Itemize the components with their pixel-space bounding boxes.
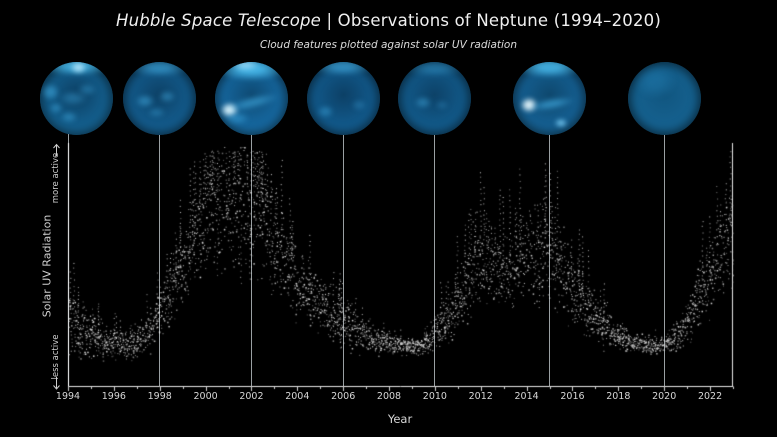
- cloud-feature: [48, 102, 64, 115]
- x-tick-label: 1998: [147, 391, 172, 402]
- cloud-feature: [515, 61, 584, 79]
- neptune-image-2002: [214, 61, 288, 135]
- cloud-feature: [58, 89, 89, 107]
- x-tick-label: 2002: [239, 391, 264, 402]
- x-tick-label: 2018: [606, 391, 631, 402]
- x-tick-label: 2012: [468, 391, 493, 402]
- more-active-label: more active: [51, 152, 61, 204]
- less-active-arrow-icon: [53, 377, 60, 390]
- x-tick-label: 2004: [285, 391, 310, 402]
- x-tick-label: 2010: [422, 391, 447, 402]
- cloud-feature: [434, 100, 450, 111]
- cloud-feature: [69, 61, 88, 74]
- neptune-image-1994: [40, 61, 113, 135]
- cloud-feature: [404, 61, 466, 77]
- x-axis-title: Year: [387, 412, 413, 426]
- cloud-feature: [157, 89, 177, 104]
- cloud-feature: [633, 64, 678, 100]
- cloud-feature: [311, 61, 376, 77]
- less-active-label: less active: [51, 334, 61, 380]
- cloud-feature: [553, 117, 569, 128]
- neptune-image-2020: [627, 61, 701, 135]
- cloud-feature: [414, 95, 432, 109]
- x-tick-label: 1996: [101, 391, 126, 402]
- x-tick-label: 1994: [55, 391, 81, 402]
- cloud-feature: [60, 111, 78, 123]
- y-axis-title: Solar UV Radiation: [40, 214, 54, 318]
- x-tick-label: 2014: [514, 391, 539, 402]
- cloud-feature: [316, 104, 335, 118]
- cloud-feature: [129, 61, 191, 77]
- cloud-feature: [76, 82, 97, 96]
- neptune-image-1998: [123, 61, 197, 135]
- neptune-image-2015: [513, 61, 587, 135]
- x-tick-label: 2020: [652, 391, 677, 402]
- x-tick-label: 2008: [376, 391, 402, 402]
- neptune-image-2006: [306, 61, 380, 135]
- cloud-feature: [230, 61, 261, 71]
- x-tick-label: 2016: [560, 391, 585, 402]
- cloud-feature: [351, 99, 368, 112]
- x-tick-label: 2022: [697, 391, 723, 402]
- neptune-image-2010: [398, 61, 472, 135]
- cloud-feature: [526, 94, 575, 114]
- cloud-feature: [40, 83, 60, 101]
- cloud-feature: [134, 93, 156, 109]
- cloud-feature: [147, 106, 167, 119]
- x-tick-label: 2006: [331, 391, 356, 402]
- x-tick-label: 2000: [193, 391, 218, 402]
- cloud-feature: [223, 111, 250, 125]
- more-active-arrow-icon: [53, 143, 60, 156]
